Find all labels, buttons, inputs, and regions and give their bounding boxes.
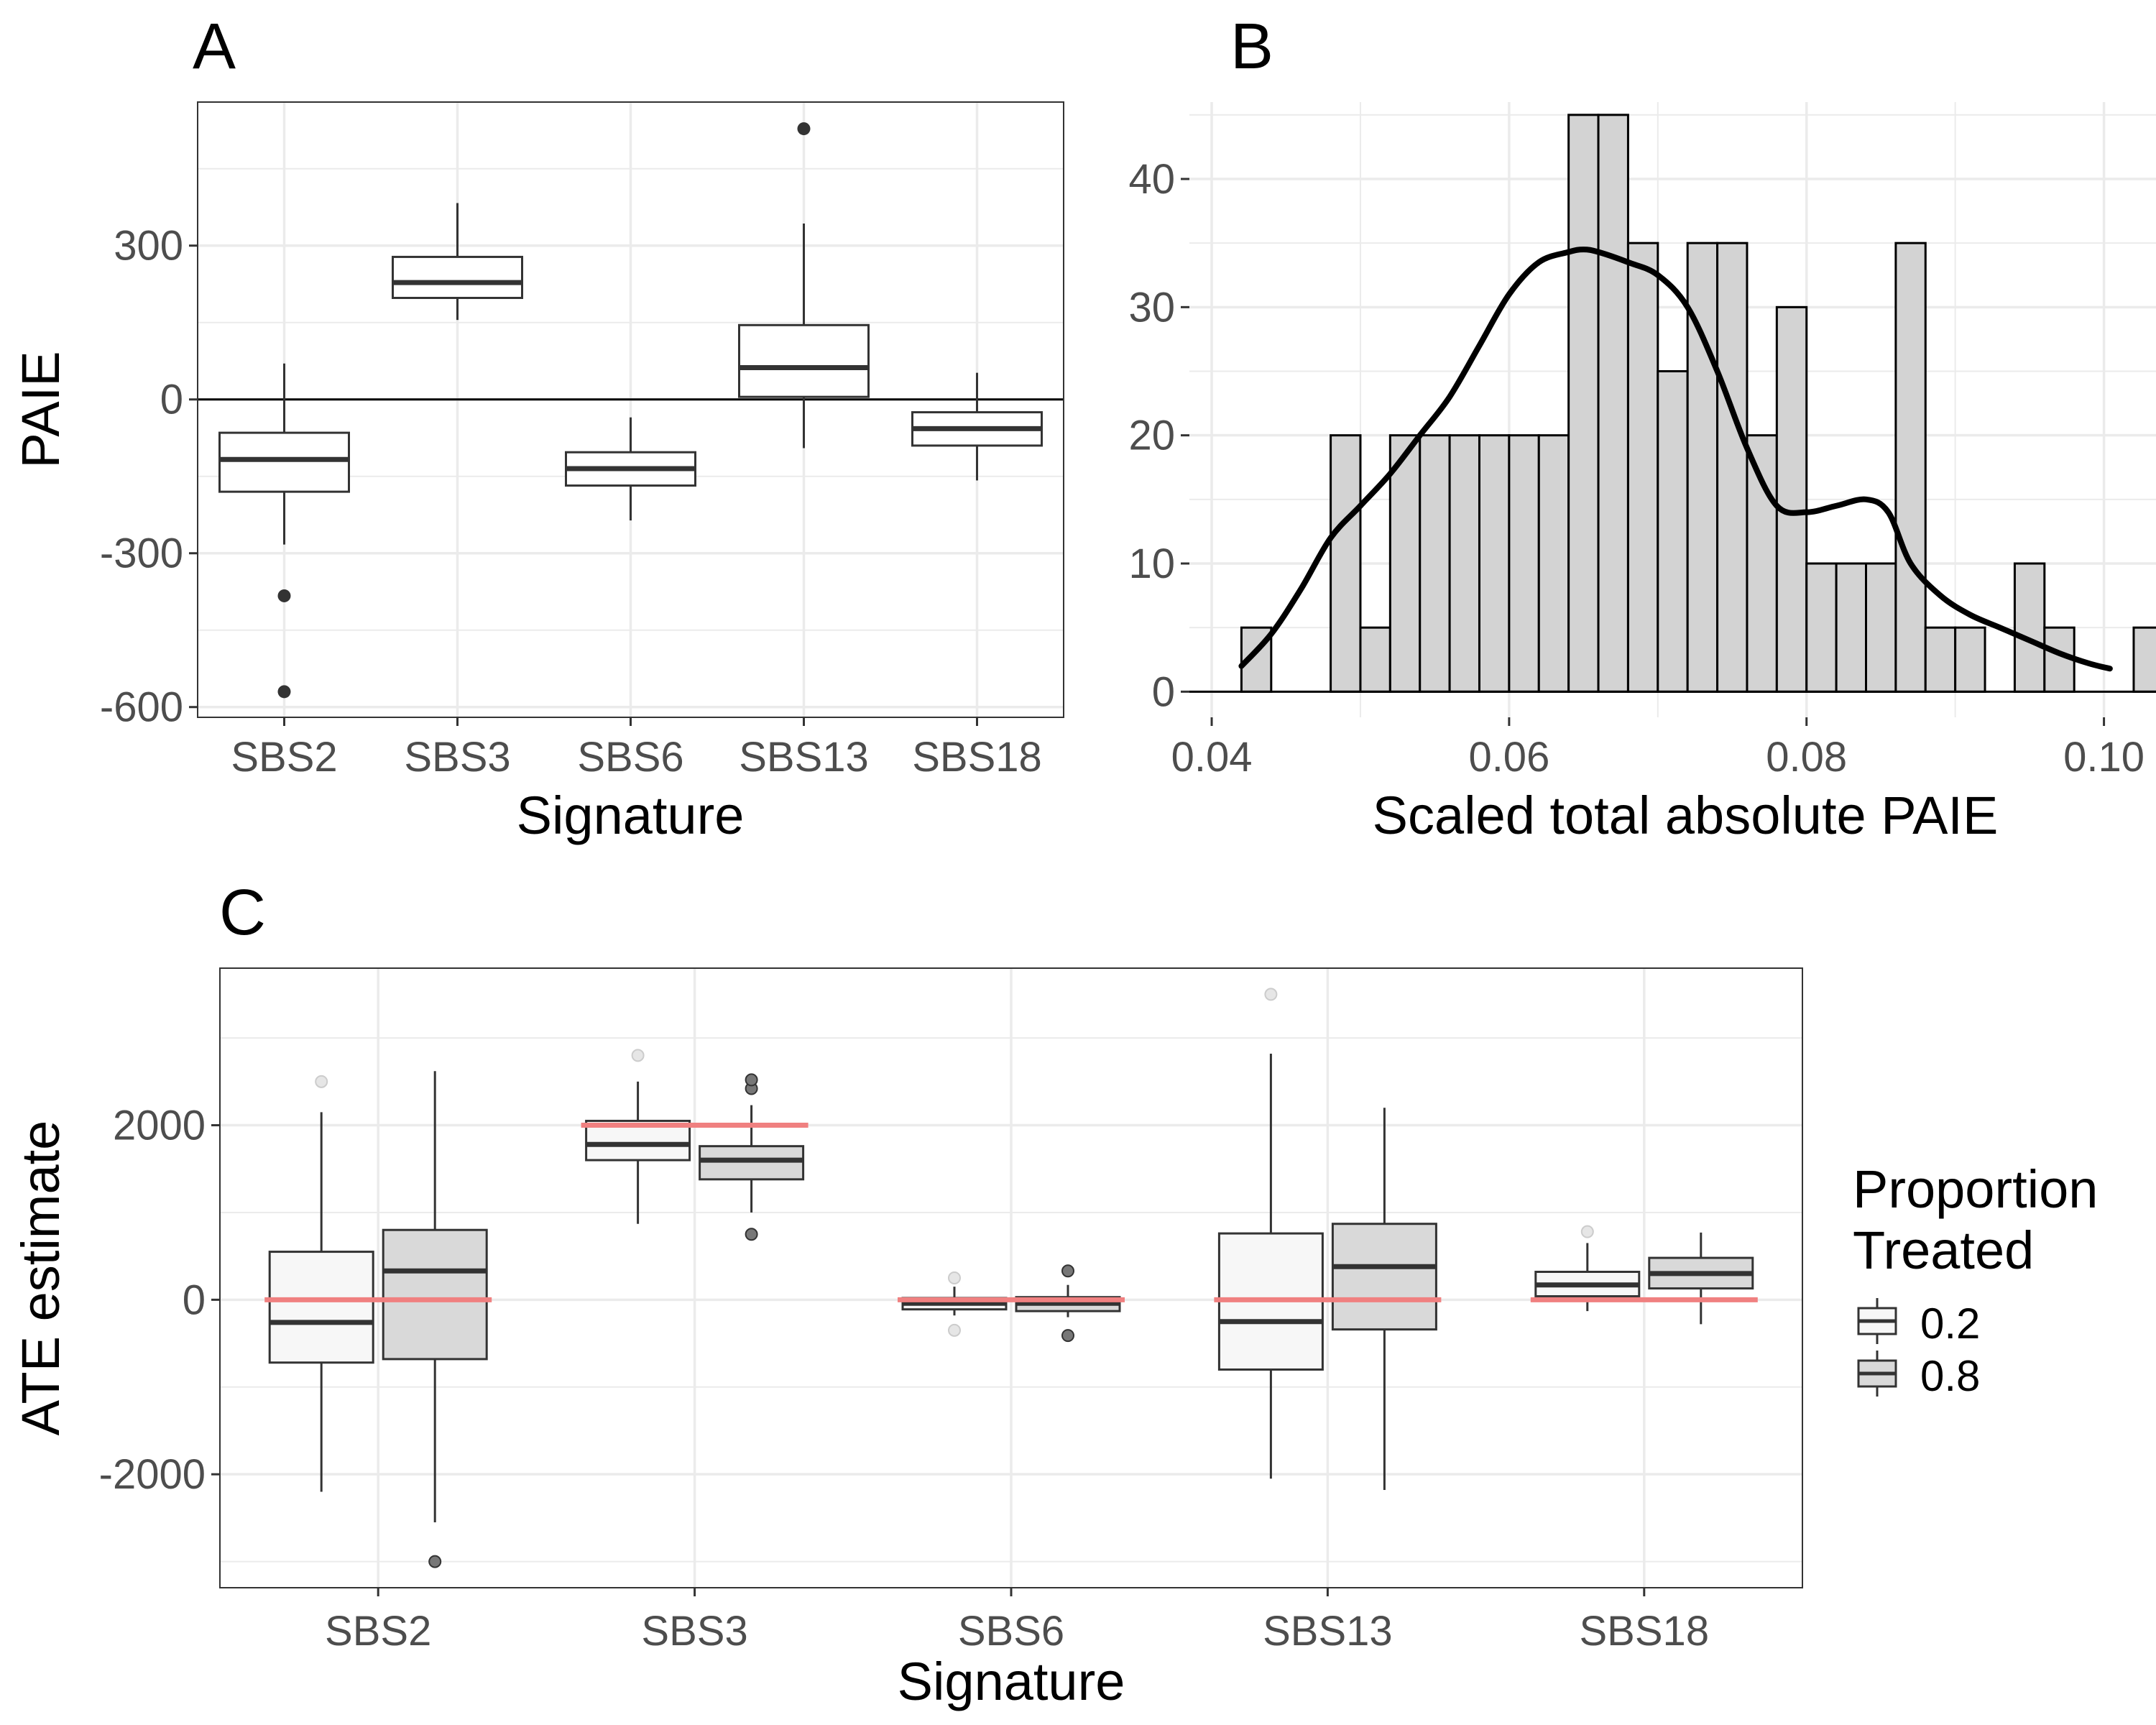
panel-b-histogram-bar (1894, 242, 1927, 693)
panel-a-sbs2-outlier (277, 589, 291, 602)
panel-b-label: B (1230, 11, 1273, 83)
panel-a-x-axis-title: Signature (517, 786, 745, 845)
panel-c-ticks: -2000 0 2000 SBS2 SBS3 SBS6 SBS13 SBS18 (99, 1103, 1709, 1655)
panel-c: C -2000 0 2000 SBS2 SBS3 SBS6 SBS13 SBS18 Signa… (11, 877, 2098, 1711)
panel-b-x-tick-label: 0.10 (2063, 734, 2145, 781)
panel-c-sbs6-series-0-8-outlier (1061, 1264, 1074, 1278)
panel-b-histogram-bar (1448, 434, 1480, 693)
panel-c-x-tick-label-sbs6: SBS6 (958, 1608, 1064, 1655)
panel-a: A -600 -300 0 300 SBS2 SBS3 SBS6 SBS13 SBS18 Sig… (11, 11, 1064, 845)
panel-b-histogram-bar (1567, 114, 1600, 693)
panel-c-sbs13-series-0-2-outlier (1264, 988, 1278, 1001)
panel-a-y-tick-label: -300 (100, 530, 183, 577)
legend-title-line-2: Treated (1853, 1220, 2034, 1280)
panel-b-histogram-bar (1835, 562, 1868, 693)
panel-b-x-tick-label: 0.08 (1766, 734, 1847, 781)
panel-a-y-tick-label: 300 (114, 223, 183, 270)
panel-c-sbs2-series-0-2-box (268, 1251, 374, 1364)
panel-c-sbs6-series-0-8-outlier (1061, 1329, 1074, 1343)
panel-c-label: C (219, 877, 266, 949)
panel-b-density-curve (1238, 247, 2113, 672)
panel-c-sbs6-series-0-2-outlier (948, 1323, 961, 1337)
panel-a-sbs2-outlier (277, 685, 291, 699)
panel-c-y-tick-label: -2000 (99, 1451, 206, 1498)
panel-c-sbs3-series-0-8-outlier (745, 1228, 758, 1241)
panel-a-sbs2-box (218, 431, 350, 493)
legend-title-line-1: Proportion (1853, 1159, 2098, 1219)
panel-b-x-tick-label: 0.04 (1171, 734, 1253, 781)
panel-c-sbs6-series-0-2-outlier (948, 1271, 961, 1284)
panel-b-histogram-bar (1865, 562, 1897, 693)
panel-c-sbs13-series-0-8-box (1331, 1223, 1437, 1331)
panel-a-sbs13-outlier (797, 122, 811, 136)
panel-b-histogram-bar (1626, 242, 1659, 693)
panel-b-ticks: 0 10 20 30 40 0.04 0.06 0.08 0.10 (1128, 156, 2145, 781)
panel-b: B 0 10 20 30 40 0.04 0.06 0.08 0.10 Scaled total… (1128, 11, 2156, 845)
panel-a-x-tick-label-sbs2: SBS2 (231, 734, 337, 781)
panel-b-histogram-bar (1716, 242, 1749, 693)
panel-b-histogram-bar (1478, 434, 1511, 693)
panel-b-histogram-bar (1508, 434, 1540, 693)
panel-b-histogram-bar (1805, 562, 1838, 693)
panel-a-sbs13-box (738, 323, 870, 398)
panel-a-x-tick-label-sbs18: SBS18 (912, 734, 1042, 781)
panel-b-marks (1189, 114, 2156, 693)
panel-a-x-tick-label-sbs13: SBS13 (739, 734, 869, 781)
panel-b-histogram-bar (1924, 626, 1957, 693)
panel-b-histogram-bar (1775, 305, 1808, 693)
panel-c-sbs2-series-0-2-outlier (315, 1075, 328, 1088)
panel-b-y-tick-label: 20 (1128, 413, 1175, 459)
panel-b-histogram-bar (2013, 562, 2046, 693)
panel-c-sbs2-series-0-8-box (382, 1228, 488, 1361)
legend-label-0-2: 0.2 (1920, 1300, 1980, 1348)
panel-c-y-tick-label: 0 (183, 1276, 206, 1323)
panel-b-histogram-bar (1359, 626, 1391, 693)
panel-b-y-tick-label: 0 (1152, 668, 1175, 715)
panel-c-sbs3-series-0-8-outlier (745, 1073, 758, 1087)
panel-b-histogram-bar (1419, 434, 1451, 693)
panel-b-histogram-bar (1537, 434, 1570, 693)
panel-a-label: A (193, 11, 236, 83)
panel-a-y-tick-label: -600 (100, 684, 183, 731)
legend-key-0-2 (1857, 1298, 1897, 1344)
panel-c-x-tick-label-sbs2: SBS2 (325, 1608, 431, 1655)
panel-b-histogram-bar (1657, 370, 1689, 693)
panel-a-ticks: -600 -300 0 300 SBS2 SBS3 SBS6 SBS13 SBS18 (100, 223, 1042, 781)
panel-c-x-tick-label-sbs13: SBS13 (1263, 1608, 1393, 1655)
panel-c-y-tick-label: 2000 (113, 1103, 206, 1149)
panel-c-sbs3-series-0-8-box (699, 1145, 805, 1181)
panel-c-marks (264, 988, 1758, 1568)
panel-b-histogram-bar (1330, 434, 1362, 693)
panel-b-histogram-bar (2132, 626, 2156, 693)
panel-c-x-axis-title: Signature (898, 1652, 1125, 1711)
panel-c-x-tick-label-sbs3: SBS3 (641, 1608, 747, 1655)
panel-a-grid (198, 102, 1064, 717)
panel-c-sbs3-series-0-2-outlier (631, 1049, 645, 1062)
legend-key-0-8 (1857, 1351, 1897, 1397)
panel-c-sbs18-series-0-2-outlier (1580, 1225, 1594, 1238)
panel-a-x-tick-label-sbs3: SBS3 (404, 734, 510, 781)
panel-a-sbs3-box (392, 255, 523, 299)
panel-b-histogram-bar (1597, 114, 1629, 693)
panel-b-x-tick-label: 0.06 (1468, 734, 1549, 781)
panel-b-histogram-bar (1388, 434, 1422, 693)
panel-b-y-tick-label: 40 (1128, 156, 1175, 203)
panel-a-y-axis-title: PAIE (11, 351, 70, 468)
panel-b-x-axis-title: Scaled total absolute PAIE (1373, 786, 1999, 845)
panel-c-legend: Proportion Treated 0.2 0.8 (1853, 1159, 2098, 1400)
panel-b-histogram-bar (1954, 626, 1986, 693)
panel-a-marks (198, 122, 1064, 699)
panel-c-x-tick-label-sbs18: SBS18 (1580, 1608, 1710, 1655)
panel-a-x-tick-label-sbs6: SBS6 (577, 734, 683, 781)
panel-c-sbs2-series-0-8-outlier (428, 1555, 442, 1568)
panel-a-y-tick-label: 0 (160, 377, 183, 423)
panel-c-y-axis-title: ATE estimate (11, 1121, 70, 1436)
panel-b-histogram-bar (1746, 434, 1778, 693)
panel-b-y-tick-label: 10 (1128, 540, 1175, 587)
legend-label-0-8: 0.8 (1920, 1352, 1980, 1400)
panel-b-y-tick-label: 30 (1128, 284, 1175, 331)
